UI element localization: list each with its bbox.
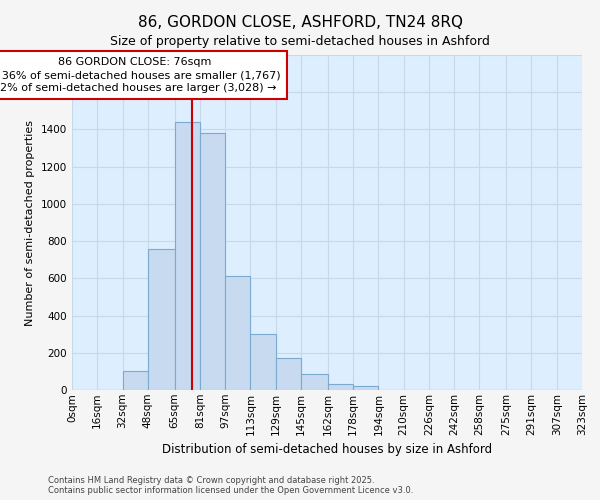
Bar [148,248,175,390]
Bar [275,358,301,390]
Bar [200,133,225,390]
Bar [353,386,379,390]
Bar [250,334,275,390]
Text: Contains HM Land Registry data © Crown copyright and database right 2025.
Contai: Contains HM Land Registry data © Crown c… [48,476,413,495]
Bar [175,122,200,390]
Bar [328,384,353,390]
Text: Size of property relative to semi-detached houses in Ashford: Size of property relative to semi-detach… [110,35,490,48]
Bar [301,374,328,390]
Y-axis label: Number of semi-detached properties: Number of semi-detached properties [25,120,35,326]
Bar [225,276,250,390]
Bar [122,372,148,390]
Text: 86, GORDON CLOSE, ASHFORD, TN24 8RQ: 86, GORDON CLOSE, ASHFORD, TN24 8RQ [137,15,463,30]
Text: 86 GORDON CLOSE: 76sqm
← 36% of semi-detached houses are smaller (1,767)
62% of : 86 GORDON CLOSE: 76sqm ← 36% of semi-det… [0,57,281,94]
X-axis label: Distribution of semi-detached houses by size in Ashford: Distribution of semi-detached houses by … [162,443,492,456]
